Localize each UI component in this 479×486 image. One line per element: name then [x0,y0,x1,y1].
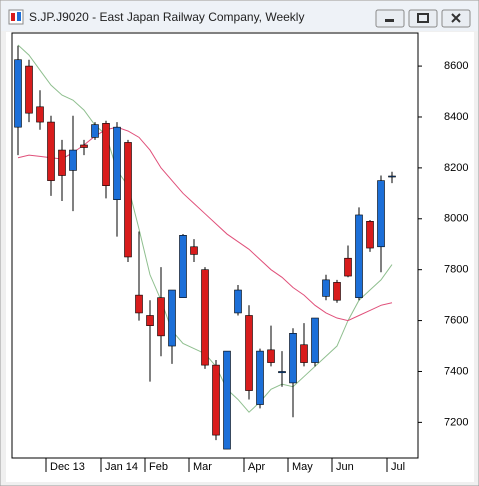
candle-body [168,289,176,347]
candle-body [69,149,77,171]
candle-body [201,269,209,366]
candle-body [36,106,44,123]
candle-body [278,371,286,374]
candle-body [377,180,385,248]
y-tick-label: 8000 [444,213,468,225]
x-tick-label: Feb [149,461,168,473]
candle-body [322,279,330,297]
candle-body [256,350,264,405]
candle-body [388,175,396,178]
candle-body [124,142,132,258]
candle-body [135,294,143,314]
close-button[interactable] [441,9,471,28]
candle-body [190,246,198,255]
x-tick-label: Dec 13 [50,461,85,473]
candle-body [311,317,319,363]
candle-body [355,214,363,298]
candle-body [300,344,308,363]
candle-body [113,126,121,200]
x-tick-label: Apr [248,461,265,473]
maximize-button[interactable] [408,9,438,28]
candle-body [212,364,220,436]
x-tick-label: Jan 14 [105,461,138,473]
x-tick-label: Jul [391,461,405,473]
candle-body [47,121,55,181]
candle-body [344,257,352,277]
minimize-button[interactable] [375,9,405,28]
y-tick-label: 7400 [444,365,468,377]
candle-body [179,235,187,298]
y-tick-label: 7800 [444,264,468,276]
candle-body [146,315,154,326]
candle-body [234,289,242,314]
candle-body [289,332,297,384]
x-tick-label: Jun [336,461,354,473]
app-icon [8,9,24,25]
y-tick-label: 7600 [444,314,468,326]
candle-body [14,59,22,128]
candle-body [102,123,110,186]
candle-body [25,65,33,114]
y-tick-label: 8400 [444,111,468,123]
x-tick-label: May [292,461,313,473]
candle-body [267,349,275,363]
candle-body [366,221,374,249]
candle-body [333,282,341,301]
x-tick-label: Mar [193,461,212,473]
candle-body [91,124,99,138]
candle-body [157,297,165,337]
candle-body [58,149,66,176]
candle-body [80,144,88,148]
candle-body [223,350,231,450]
candle-body [245,315,253,391]
y-tick-label: 8600 [444,60,468,72]
window-title: S.JP.J9020 - East Japan Railway Company,… [29,10,304,24]
y-tick-label: 7200 [444,416,468,428]
y-tick-label: 8200 [444,162,468,174]
